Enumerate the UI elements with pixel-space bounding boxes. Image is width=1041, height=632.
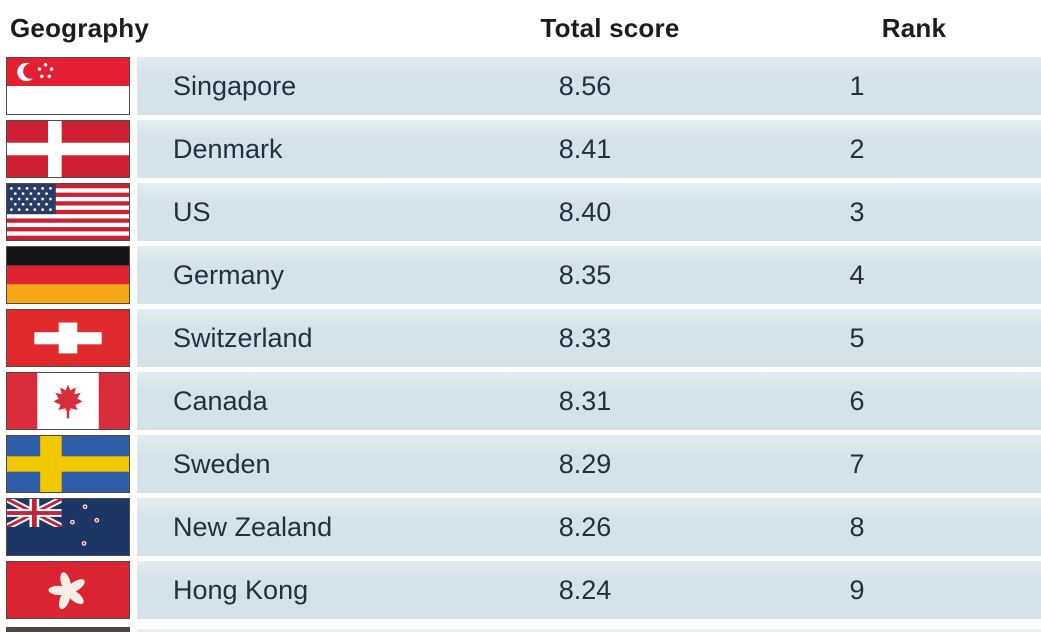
flag-singapore-icon: [6, 57, 130, 115]
total-score-value: 8.33: [558, 323, 612, 353]
table-row: Singapore 8.56 1: [0, 57, 1041, 115]
row-band: Singapore 8.56 1: [137, 57, 1041, 115]
total-score-value: 8.29: [558, 449, 612, 479]
country-name: Singapore: [173, 71, 297, 101]
table-row: Sweden 8.29 7: [0, 435, 1041, 493]
table-row: US 8.40 3: [0, 183, 1041, 241]
row-band: Hong Kong 8.24 9: [137, 561, 1041, 619]
table-row: Switzerland 8.33 5: [0, 309, 1041, 367]
rank-column-header: Rank: [881, 13, 947, 43]
rank-value: 1: [849, 71, 865, 101]
country-name: Hong Kong: [173, 575, 309, 605]
partial-next-flag: [6, 627, 130, 632]
rank-value: 9: [849, 575, 865, 605]
flag-switzerland-icon: [6, 309, 130, 367]
flag-germany-icon: [6, 246, 130, 304]
rank-value: 5: [849, 323, 865, 353]
table-row: Denmark 8.41 2: [0, 120, 1041, 178]
country-name: Denmark: [173, 134, 283, 164]
flag-sweden-icon: [6, 435, 130, 493]
rank-value: 8: [849, 512, 865, 542]
row-band: Germany 8.35 4: [137, 246, 1041, 304]
row-band: New Zealand 8.26 8: [137, 498, 1041, 556]
country-name: US: [173, 197, 211, 227]
flag-hongkong-icon: [6, 561, 130, 619]
total-score-value: 8.24: [558, 575, 612, 605]
rank-value: 6: [849, 386, 865, 416]
row-band: Sweden 8.29 7: [137, 435, 1041, 493]
total-score-value: 8.40: [558, 197, 612, 227]
flag-canada-icon: [6, 372, 130, 430]
row-band: Canada 8.31 6: [137, 372, 1041, 430]
total-score-value: 8.41: [558, 134, 612, 164]
country-name: Germany: [173, 260, 285, 290]
country-name: Switzerland: [173, 323, 313, 353]
rank-value: 4: [849, 260, 865, 290]
table-row: Germany 8.35 4: [0, 246, 1041, 304]
row-band: Switzerland 8.33 5: [137, 309, 1041, 367]
total-score-value: 8.56: [558, 71, 612, 101]
table-row: Hong Kong 8.24 9: [0, 561, 1041, 619]
row-band: Denmark 8.41 2: [137, 120, 1041, 178]
table-row: Canada 8.31 6: [0, 372, 1041, 430]
country-name: Sweden: [173, 449, 271, 479]
country-name: Canada: [173, 386, 268, 416]
flag-newzealand-icon: [6, 498, 130, 556]
total-score-column-header: Total score: [540, 13, 680, 43]
rank-value: 2: [849, 134, 865, 164]
total-score-value: 8.35: [558, 260, 612, 290]
table-row: New Zealand 8.26 8: [0, 498, 1041, 556]
partial-next-row-band: [137, 629, 1041, 632]
country-name: New Zealand: [173, 512, 333, 542]
table-header: Geography Total score Rank: [0, 0, 1041, 57]
rank-value: 7: [849, 449, 865, 479]
flag-us-icon: [6, 183, 130, 241]
flag-denmark-icon: [6, 120, 130, 178]
total-score-value: 8.31: [558, 386, 612, 416]
total-score-value: 8.26: [558, 512, 612, 542]
rank-value: 3: [849, 197, 865, 227]
geography-column-header: Geography: [10, 13, 150, 43]
row-band: US 8.40 3: [137, 183, 1041, 241]
